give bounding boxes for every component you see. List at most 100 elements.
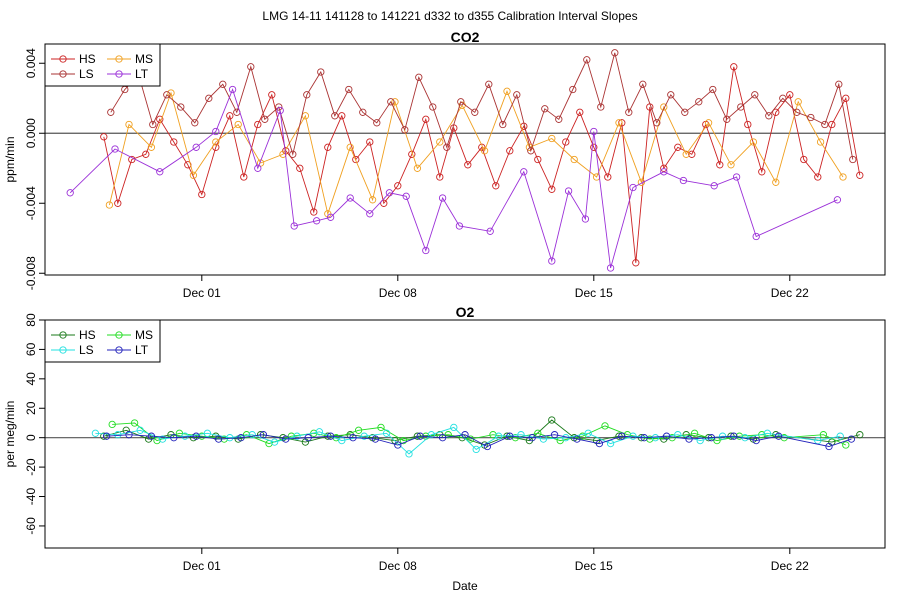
data-point [382, 429, 391, 437]
data-point [192, 432, 200, 440]
data-point [749, 138, 758, 146]
data-point [513, 91, 521, 99]
plot-frame [44, 43, 886, 276]
data-point [819, 431, 828, 439]
data-point [156, 115, 164, 123]
data-point [765, 112, 773, 120]
data-point [732, 173, 741, 181]
data-point [276, 106, 284, 115]
x-tick-label: Dec 15 [575, 286, 613, 300]
data-point [752, 232, 760, 241]
data-point [583, 56, 591, 64]
data-point [399, 436, 408, 445]
data-point [774, 432, 783, 440]
y-axis-label: per meg/min [3, 401, 17, 468]
data-point [639, 80, 647, 88]
data-point [366, 138, 374, 146]
data-point [289, 150, 297, 158]
data-point [629, 183, 637, 192]
legend-swatch-point [115, 70, 123, 78]
data-point [332, 434, 340, 442]
data-point [270, 438, 279, 446]
data-point [646, 435, 654, 443]
data-point [794, 98, 802, 106]
y-tick-label: 60 [24, 342, 38, 356]
data-point [354, 426, 363, 434]
data-point [576, 108, 584, 116]
data-point [429, 103, 437, 111]
data-point [716, 161, 724, 169]
series-line-ls [110, 52, 854, 160]
data-point [275, 103, 283, 111]
series-line-lt [69, 88, 838, 269]
y-tick-label: -0.004 [24, 186, 38, 220]
data-point [856, 431, 864, 439]
data-point [674, 143, 682, 151]
data-point [489, 431, 497, 439]
data-point [517, 431, 525, 439]
data-point [360, 432, 368, 440]
data-point [615, 119, 623, 127]
data-point [234, 120, 242, 129]
series-ls [107, 49, 857, 164]
data-point [611, 49, 619, 57]
data-point [237, 434, 245, 442]
legend-label: LT [135, 343, 149, 357]
legend-swatch-point [59, 55, 67, 63]
series-line-hs [103, 66, 861, 263]
data-point [66, 189, 74, 197]
data-point [835, 80, 843, 88]
legend-box [44, 43, 161, 87]
data-point [597, 103, 605, 111]
legend-label: LT [135, 67, 149, 81]
data-point [317, 68, 325, 76]
data-point [528, 434, 536, 442]
data-point [679, 176, 688, 185]
data-point [147, 143, 156, 151]
x-tick-label: Dec 15 [575, 559, 613, 573]
data-point [391, 98, 399, 106]
data-point [189, 171, 198, 179]
data-point [506, 432, 514, 440]
chart-panel-co2: CO2 Dec 01 Dec 08 Dec 15 Dec 22 -0.008 -0.004 0… [3, 29, 886, 300]
data-point [511, 434, 520, 442]
data-point [584, 429, 592, 437]
data-point [346, 194, 354, 202]
data-point [401, 126, 409, 134]
data-point [402, 192, 410, 200]
data-point [415, 73, 423, 81]
data-point [839, 173, 847, 181]
data-point [660, 168, 668, 176]
legend-item-lt: LT [107, 343, 149, 357]
data-point [735, 432, 744, 440]
data-point [662, 432, 671, 440]
data-point [704, 119, 713, 127]
data-point [125, 431, 133, 439]
data-point [345, 85, 353, 94]
data-point [371, 435, 380, 443]
data-point [758, 168, 766, 176]
series-ms [108, 419, 850, 449]
data-point [114, 199, 122, 207]
data-point [315, 428, 324, 436]
data-point [394, 441, 402, 449]
data-point [240, 173, 248, 181]
data-point [618, 432, 626, 440]
x-tick-label: Dec 22 [771, 559, 809, 573]
data-point [191, 119, 199, 127]
data-point [548, 257, 556, 265]
y-tick-label: 80 [24, 313, 38, 327]
data-point [261, 115, 269, 123]
data-point [163, 91, 171, 99]
panel-title: O2 [456, 304, 475, 320]
data-point [625, 108, 633, 116]
data-point [606, 439, 615, 448]
data-point [326, 432, 335, 440]
data-point [730, 63, 738, 71]
series-hs [100, 63, 864, 267]
data-point [279, 150, 287, 158]
data-point [100, 133, 108, 141]
series-ms [105, 87, 847, 218]
data-point [346, 143, 354, 151]
